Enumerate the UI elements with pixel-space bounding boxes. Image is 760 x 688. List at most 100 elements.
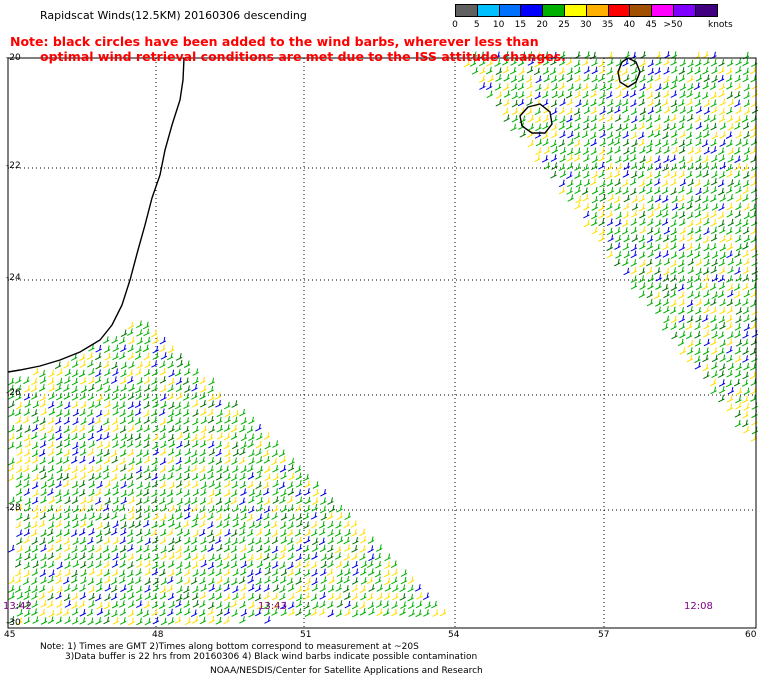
wind-barb	[686, 67, 694, 75]
wind-barb	[231, 424, 238, 433]
wind-barb	[630, 107, 638, 116]
wind-barb	[703, 114, 711, 123]
wind-barb	[670, 227, 677, 236]
wind-barb	[295, 608, 302, 616]
wind-barb	[223, 441, 230, 450]
wind-barb	[711, 258, 718, 267]
wind-barb	[575, 195, 582, 204]
wind-barb	[312, 497, 319, 505]
wind-barb	[96, 601, 103, 610]
wind-barb	[581, 187, 589, 195]
wind-barb	[694, 91, 701, 100]
wind-barb	[215, 513, 223, 521]
wind-barb	[511, 83, 518, 91]
wind-barb	[55, 425, 62, 434]
wind-barb	[126, 433, 134, 442]
wind-barb	[112, 424, 120, 432]
wind-barb	[199, 376, 206, 385]
wind-barb	[208, 377, 215, 386]
wind-barb	[344, 600, 351, 609]
wind-barb	[726, 322, 733, 330]
wind-barb	[598, 113, 605, 122]
wind-barb	[311, 537, 319, 546]
wind-barb	[127, 609, 135, 618]
wind-barb	[23, 616, 31, 625]
wind-barb	[318, 521, 326, 529]
wind-barb	[495, 98, 502, 107]
wind-barb	[191, 440, 199, 448]
wind-barb	[574, 66, 581, 75]
wind-barb	[679, 161, 686, 170]
wind-barb	[231, 609, 238, 617]
wind-barb	[663, 51, 671, 59]
wind-barb	[686, 315, 694, 323]
wind-barb	[415, 600, 423, 609]
wind-barb	[390, 560, 398, 569]
wind-barb	[152, 433, 159, 442]
wind-barb	[191, 457, 198, 465]
wind-barb	[743, 257, 750, 266]
wind-barb	[751, 330, 759, 338]
wind-barb	[485, 82, 493, 90]
wind-barb	[583, 66, 591, 74]
lat-label: -30	[6, 618, 21, 628]
wind-barb	[655, 251, 662, 259]
wind-barb	[336, 569, 344, 577]
wind-barb	[223, 561, 230, 569]
wind-barb	[167, 513, 175, 522]
wind-barb	[479, 58, 486, 67]
wind-barb	[360, 577, 368, 585]
wind-barb	[735, 234, 742, 243]
wind-barb	[55, 569, 62, 578]
wind-barb	[742, 242, 749, 250]
color-scale-label: 30	[580, 20, 592, 30]
wind-barb	[288, 472, 295, 481]
wind-barb	[88, 544, 95, 553]
wind-barb	[216, 505, 223, 513]
wind-barb	[543, 83, 550, 91]
wind-barb	[335, 521, 342, 529]
wind-barb	[40, 617, 48, 625]
wind-barb	[38, 592, 46, 600]
wind-barb	[566, 154, 574, 162]
wind-barb	[734, 74, 741, 83]
wind-barb	[248, 457, 255, 465]
wind-barb	[71, 480, 79, 489]
wind-barb	[88, 512, 96, 520]
wind-barb	[606, 250, 613, 259]
wind-barb	[208, 400, 215, 408]
wind-barb	[719, 161, 727, 170]
wind-barb	[711, 274, 719, 282]
wind-barb	[224, 409, 232, 418]
wind-barb	[31, 577, 38, 585]
wind-barb	[646, 163, 654, 171]
wind-barb	[574, 201, 581, 210]
wind-barb	[216, 424, 223, 433]
wind-barb	[494, 59, 501, 67]
wind-barb	[168, 377, 175, 386]
wind-barb	[678, 275, 685, 283]
wind-barb	[646, 235, 654, 243]
color-scale-swatch	[542, 4, 565, 17]
wind-barb	[159, 465, 167, 473]
wind-barb	[671, 130, 678, 138]
wind-barb	[718, 219, 725, 228]
wind-barb	[717, 74, 725, 83]
wind-barb	[255, 481, 262, 489]
wind-barb	[176, 528, 184, 536]
wind-barb	[630, 250, 638, 259]
wind-barb	[31, 377, 38, 386]
wind-barb	[591, 203, 598, 211]
wind-barb	[198, 528, 206, 537]
wind-barb	[639, 226, 646, 234]
wind-barb	[630, 266, 638, 275]
wind-barb	[175, 457, 182, 465]
wind-barb	[527, 123, 534, 131]
wind-barb	[710, 219, 717, 227]
wind-barb	[95, 369, 102, 377]
wind-barb	[288, 592, 295, 601]
wind-barb	[240, 560, 248, 569]
wind-barb	[143, 416, 151, 424]
wind-barb	[631, 210, 638, 218]
wind-barb	[502, 65, 510, 74]
